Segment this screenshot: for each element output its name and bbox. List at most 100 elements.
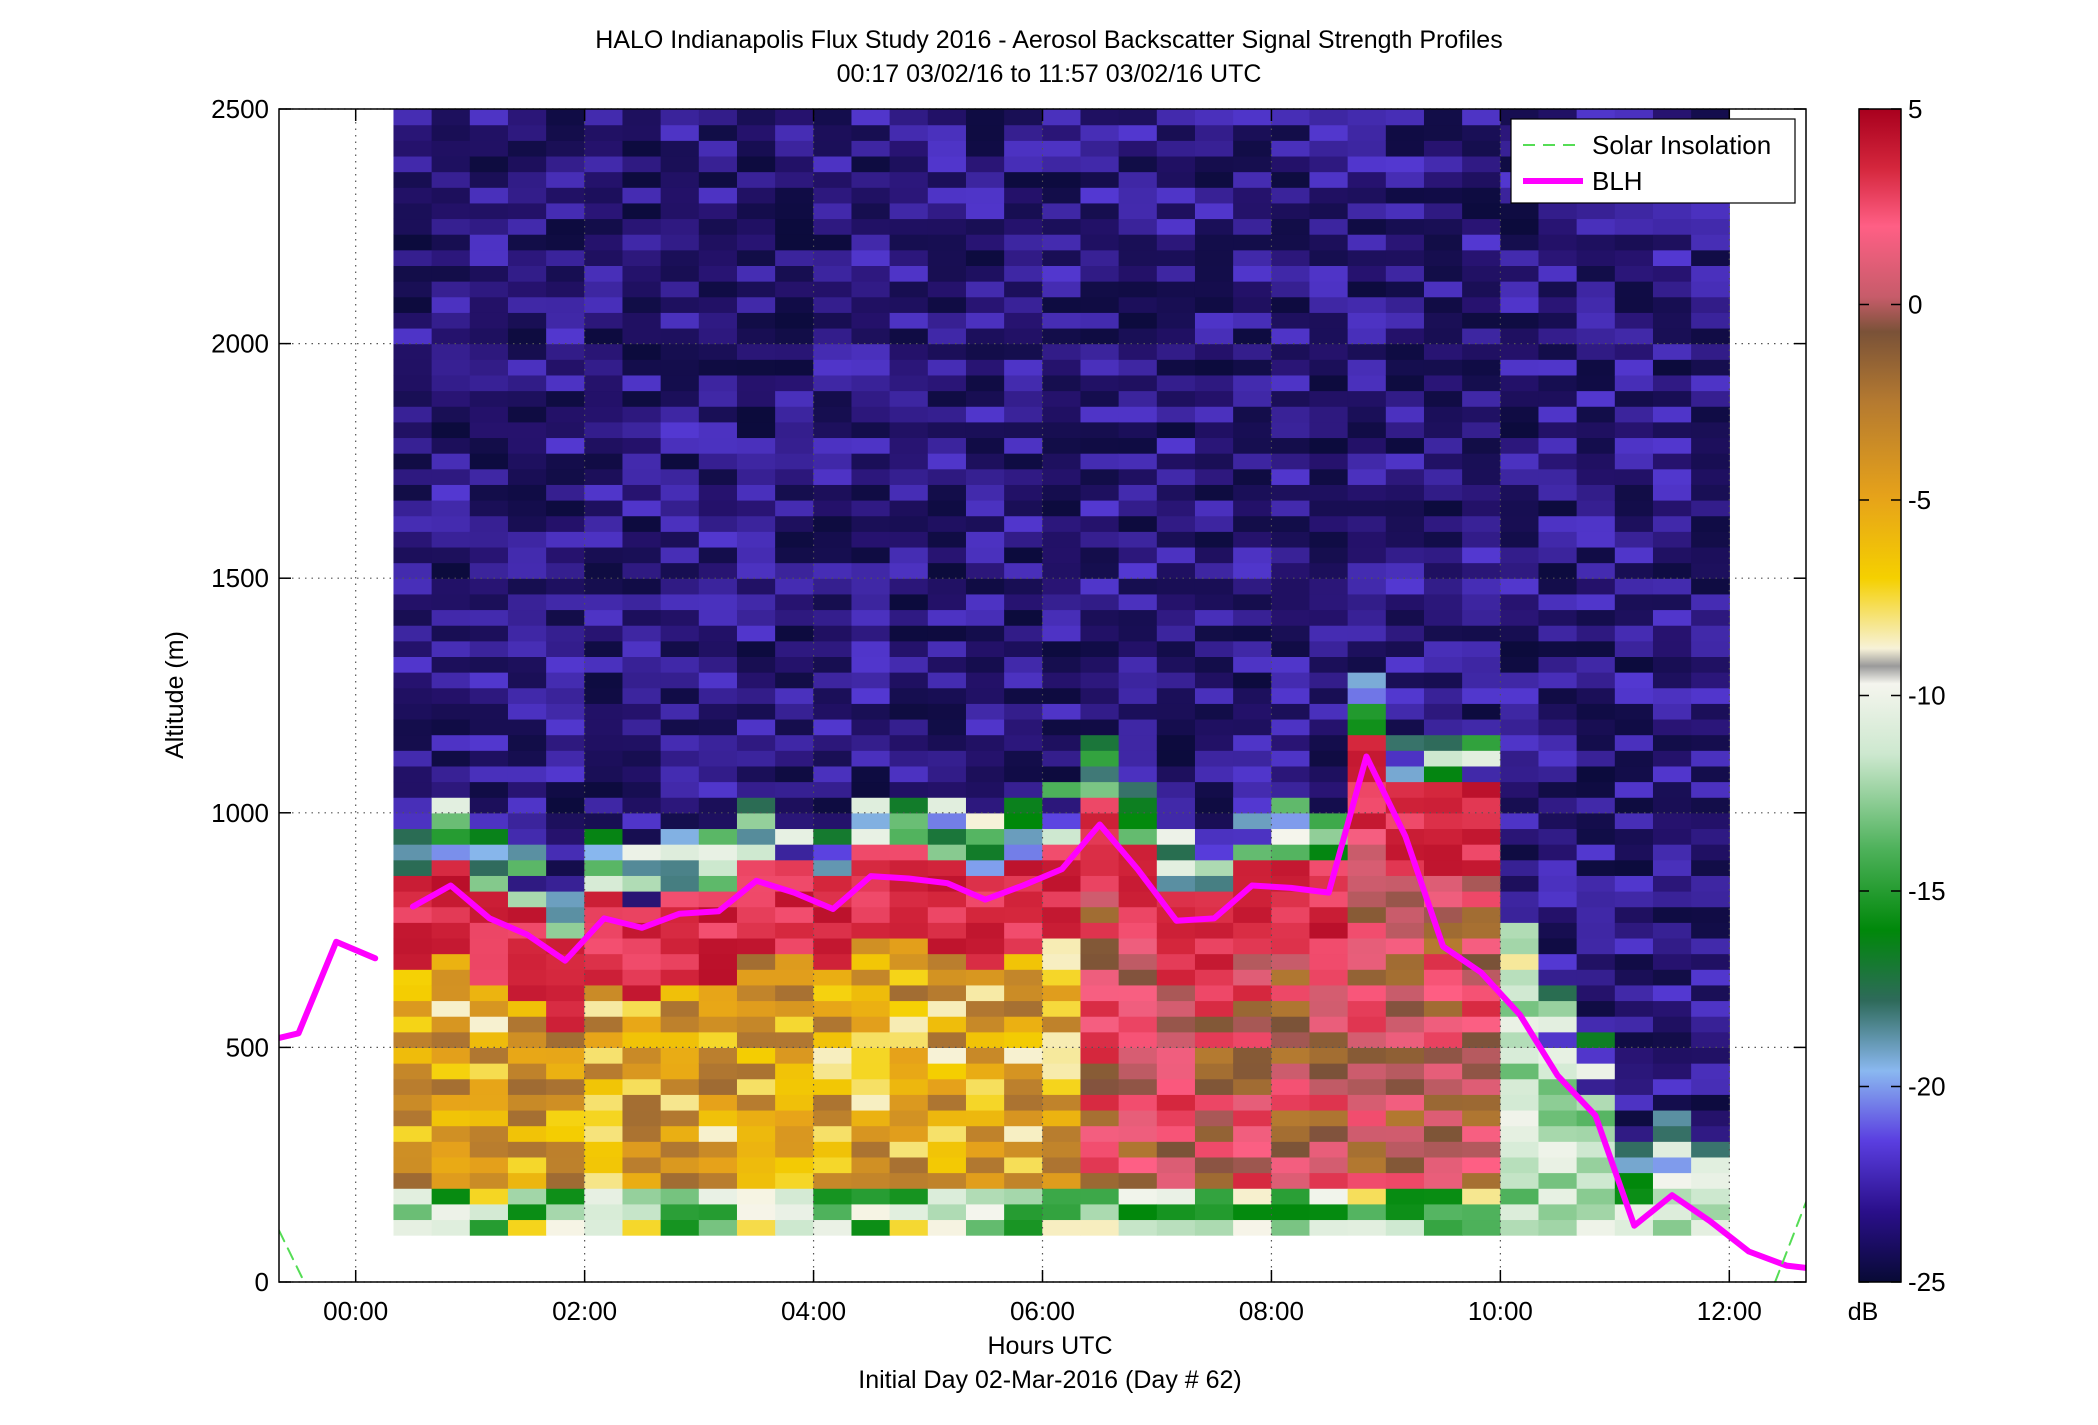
- heatmap-cell: [1423, 187, 1463, 204]
- heatmap-cell: [698, 515, 738, 532]
- heatmap-cell: [1156, 984, 1196, 1002]
- heatmap-cell: [546, 859, 585, 876]
- heatmap-cell: [1118, 468, 1158, 485]
- heatmap-cell: [469, 625, 509, 642]
- heatmap-cell: [1576, 1016, 1616, 1033]
- heatmap-cell: [546, 155, 585, 173]
- heatmap-cell: [775, 531, 814, 548]
- heatmap-cell: [622, 1063, 662, 1080]
- heatmap-cell: [1309, 437, 1349, 454]
- heatmap-cell: [1156, 1094, 1196, 1111]
- heatmap-cell: [1500, 249, 1540, 266]
- heatmap-cell: [1652, 718, 1692, 736]
- heatmap-cell: [1004, 922, 1043, 939]
- heatmap-cell: [584, 359, 624, 376]
- heatmap-cell: [1080, 922, 1120, 939]
- heatmap-cell: [1576, 781, 1616, 798]
- heatmap-cell: [1118, 234, 1158, 251]
- heatmap-cell: [1080, 703, 1120, 720]
- heatmap-cell: [1080, 1125, 1120, 1142]
- heatmap-cell: [1576, 296, 1616, 313]
- heatmap-cell: [431, 327, 471, 345]
- heatmap-cell: [1538, 1094, 1578, 1111]
- heatmap-cell: [851, 218, 891, 235]
- heatmap-cell: [622, 155, 662, 173]
- heatmap-cell: [965, 484, 1005, 501]
- heatmap-cell: [736, 969, 776, 986]
- heatmap-cell: [393, 844, 433, 861]
- heatmap-cell: [965, 453, 1005, 470]
- heatmap-cell: [546, 578, 585, 595]
- heatmap-cell: [1194, 656, 1234, 673]
- heatmap-cell: [698, 343, 738, 360]
- heatmap-cell: [1080, 171, 1120, 188]
- heatmap-cell: [736, 1094, 776, 1111]
- heatmap-cell: [813, 453, 853, 470]
- heatmap-cell: [660, 1172, 700, 1189]
- heatmap-cell: [1423, 875, 1463, 892]
- heatmap-cell: [584, 1047, 624, 1064]
- heatmap-cell: [1385, 844, 1425, 861]
- heatmap-cell: [660, 218, 700, 235]
- heatmap-cell: [1004, 859, 1043, 876]
- heatmap-cell: [736, 1031, 776, 1048]
- heatmap-cell: [1500, 922, 1540, 939]
- heatmap-cell: [1538, 1219, 1578, 1236]
- heatmap-cell: [660, 781, 700, 798]
- heatmap-cell: [660, 578, 700, 595]
- heatmap-cell: [507, 1219, 547, 1236]
- heatmap-cell: [1652, 1063, 1692, 1080]
- heatmap-cell: [1347, 734, 1387, 751]
- heatmap-cell: [1614, 1063, 1654, 1080]
- heatmap-cell: [469, 609, 509, 626]
- heatmap-cell: [1233, 171, 1272, 188]
- heatmap-cell: [1004, 969, 1043, 986]
- heatmap-cell: [431, 718, 471, 736]
- heatmap-cell: [1347, 296, 1387, 313]
- heatmap-cell: [431, 1000, 471, 1017]
- heatmap-cell: [393, 1109, 433, 1127]
- heatmap-cell: [469, 406, 509, 423]
- heatmap-cell: [1576, 421, 1616, 439]
- heatmap-cell: [431, 703, 471, 720]
- heatmap-cell: [698, 922, 738, 939]
- heatmap-cell: [1652, 296, 1692, 313]
- heatmap-cell: [584, 140, 624, 157]
- heatmap-cell: [1652, 953, 1692, 970]
- heatmap-cell: [1042, 265, 1082, 282]
- heatmap-cell: [851, 593, 891, 611]
- heatmap-cell: [1614, 281, 1654, 298]
- heatmap-cell: [1233, 1016, 1272, 1033]
- heatmap-cell: [622, 218, 662, 235]
- heatmap-cell: [1423, 515, 1463, 532]
- heatmap-cell: [1004, 734, 1043, 751]
- heatmap-cell: [1538, 281, 1578, 298]
- heatmap-cell: [1118, 1000, 1158, 1017]
- heatmap-cell: [1538, 1141, 1578, 1158]
- heatmap-cell: [1462, 593, 1501, 611]
- heatmap-cell: [1309, 1078, 1349, 1095]
- heatmap-cell: [622, 140, 662, 157]
- heatmap-cell: [1652, 562, 1692, 579]
- heatmap-cell: [927, 969, 967, 986]
- heatmap-cell: [1156, 781, 1196, 798]
- heatmap-cell: [1691, 390, 1730, 407]
- heatmap-cell: [1652, 703, 1692, 720]
- heatmap-cell: [1576, 656, 1616, 673]
- heatmap-cell: [698, 500, 738, 517]
- heatmap-cell: [889, 1063, 929, 1080]
- heatmap-cell: [1156, 593, 1196, 611]
- heatmap-cell: [1691, 327, 1730, 345]
- heatmap-cell: [1042, 171, 1082, 188]
- heatmap-cell: [851, 1078, 891, 1095]
- heatmap-cell: [1500, 937, 1540, 955]
- heatmap-cell: [1004, 593, 1043, 611]
- heatmap-cell: [1309, 625, 1349, 642]
- heatmap-cell: [775, 562, 814, 579]
- heatmap-cell: [507, 171, 547, 188]
- heatmap-cell: [813, 703, 853, 720]
- heatmap-cell: [1576, 281, 1616, 298]
- heatmap-cell: [775, 1188, 814, 1205]
- heatmap-cell: [1385, 406, 1425, 423]
- heatmap-cell: [889, 828, 929, 845]
